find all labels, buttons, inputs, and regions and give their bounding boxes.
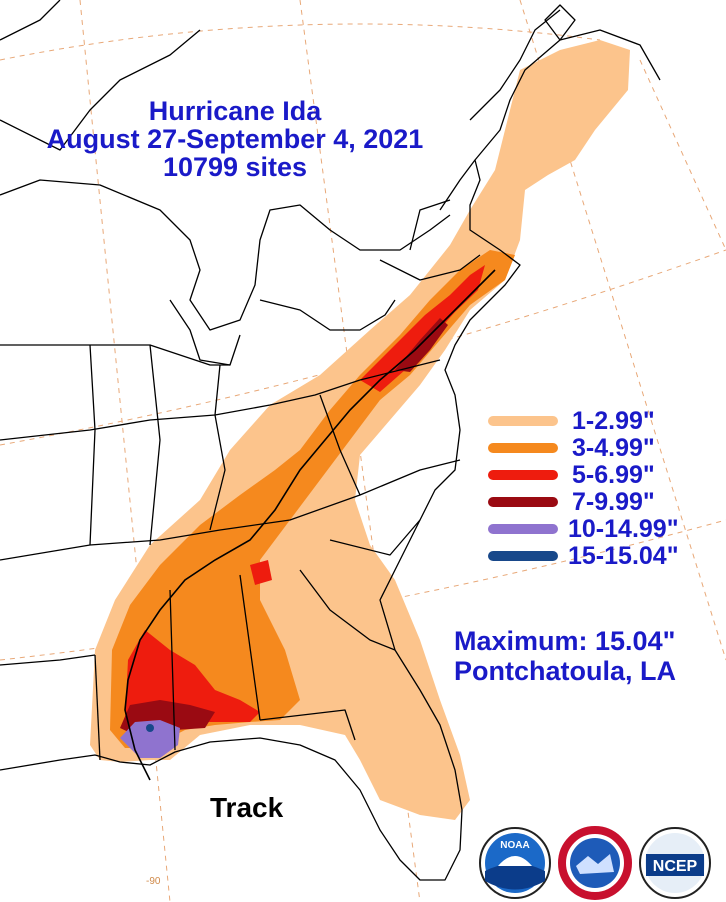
title-storm-name: Hurricane Ida: [148, 96, 322, 126]
legend-swatch: [488, 443, 558, 453]
title-date-range: August 27-September 4, 2021: [46, 124, 424, 154]
ncep-logo: NCEP: [639, 827, 711, 899]
legend-swatch: [488, 497, 558, 507]
legend-item: 3-4.99": [488, 435, 724, 461]
legend-label: 7-9.99": [572, 488, 655, 516]
ncep-logo-text: NCEP: [653, 858, 698, 875]
noaa-logo-text: NOAA: [500, 840, 529, 851]
legend-swatch: [488, 524, 558, 534]
noaa-logo: NOAA: [479, 827, 551, 899]
rain-band-3-5: [110, 250, 515, 748]
legend-label: 5-6.99": [572, 461, 655, 489]
legend-swatch: [488, 551, 558, 561]
legend-item: 15-15.04": [488, 543, 724, 569]
track-label: Track: [210, 792, 284, 823]
legend-swatch: [488, 416, 558, 426]
rainfall-shading: [90, 40, 630, 820]
maximum-location: Pontchatoula, LA: [454, 656, 676, 686]
legend-label: 10-14.99": [568, 515, 679, 543]
title-site-count: 10799 sites: [162, 152, 308, 182]
maximum-value: Maximum: 15.04": [454, 626, 676, 656]
legend-item: 10-14.99": [488, 516, 724, 542]
rain-band-15-plus: [146, 724, 154, 732]
legend-item: 5-6.99": [488, 462, 724, 488]
hurricane-track: [124, 269, 496, 781]
legend-label: 3-4.99": [572, 434, 655, 462]
legend-label: 15-15.04": [568, 542, 679, 570]
legend-label: 1-2.99": [572, 407, 655, 435]
legend-swatch: [488, 470, 558, 480]
nws-logo: [558, 826, 632, 900]
legend-item: 7-9.99": [488, 489, 724, 515]
boundaries: [0, 0, 661, 881]
longitude-label: -90: [146, 876, 161, 887]
legend-item: 1-2.99": [488, 408, 724, 434]
